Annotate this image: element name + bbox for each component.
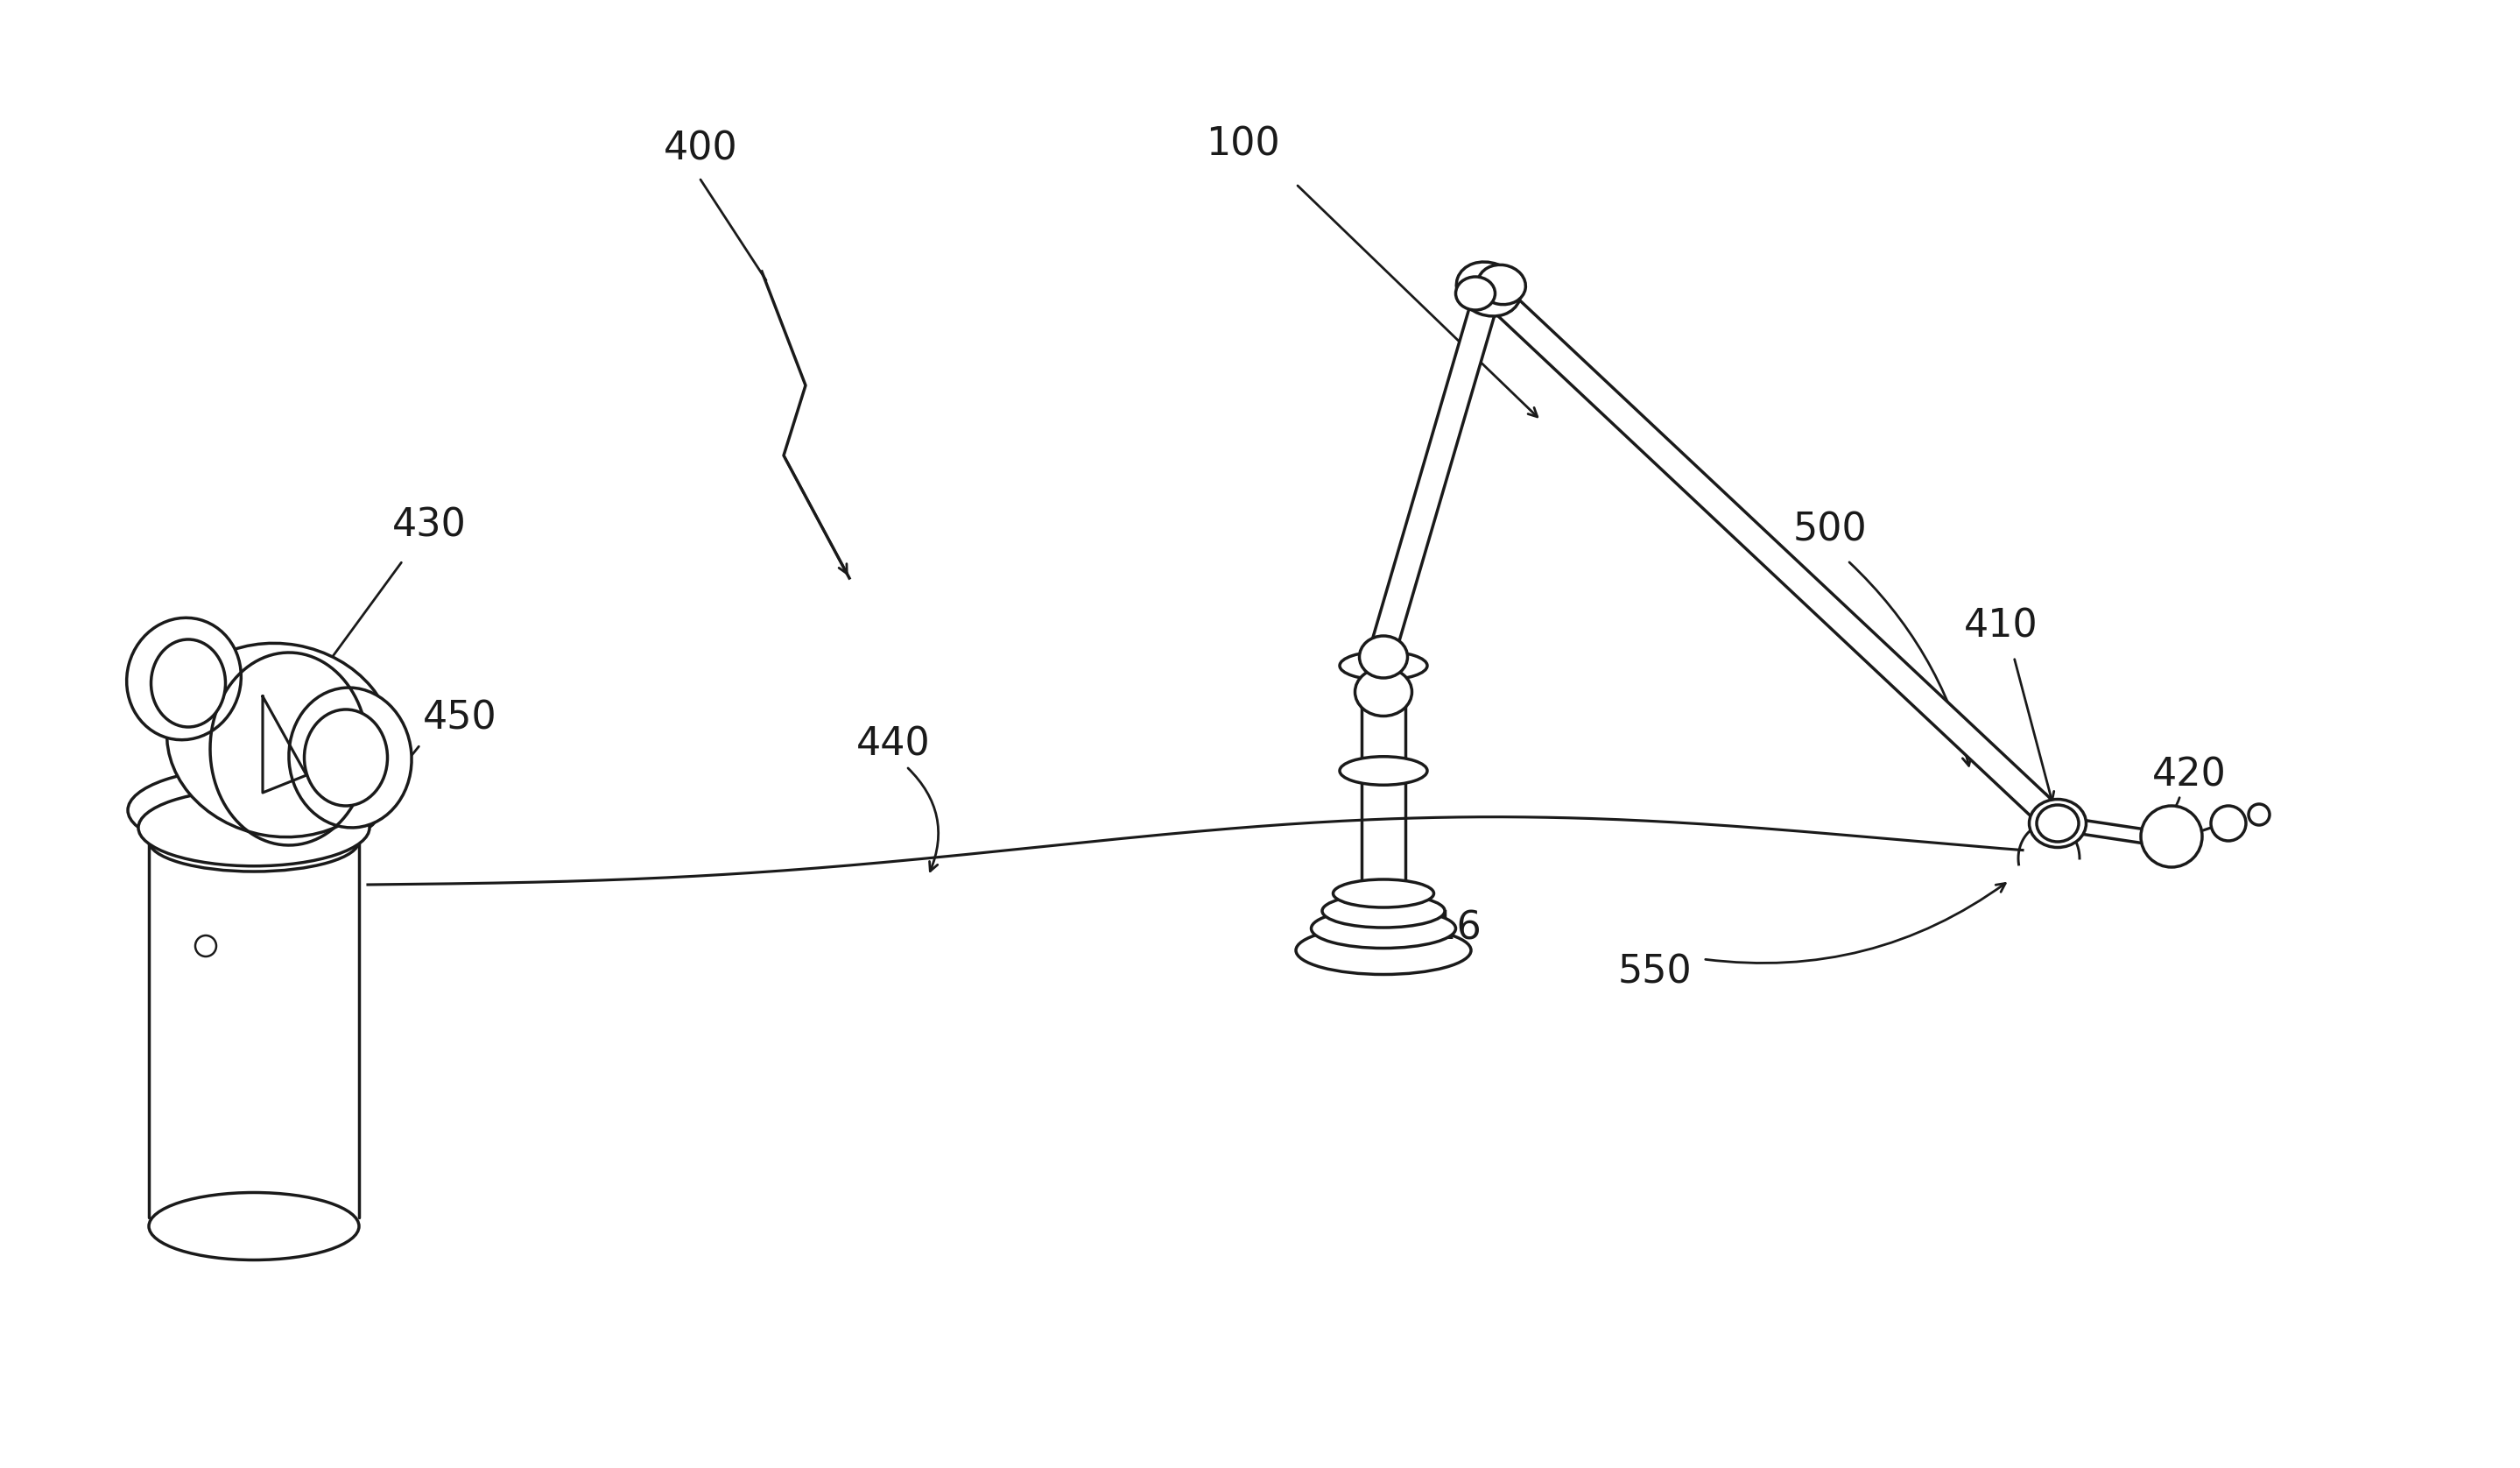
Polygon shape <box>2056 816 2147 844</box>
Ellipse shape <box>1457 261 1520 316</box>
Text: 440: 440 <box>857 725 930 763</box>
Ellipse shape <box>1356 668 1411 716</box>
Text: 420: 420 <box>2152 756 2225 794</box>
Text: 500: 500 <box>1792 511 1867 549</box>
Ellipse shape <box>166 643 393 837</box>
Ellipse shape <box>290 687 411 828</box>
Circle shape <box>2248 804 2271 825</box>
Ellipse shape <box>2036 804 2079 841</box>
Ellipse shape <box>1477 264 1525 304</box>
Ellipse shape <box>151 640 224 727</box>
Text: 116: 116 <box>1409 910 1482 947</box>
Ellipse shape <box>1323 894 1444 928</box>
Ellipse shape <box>305 709 388 806</box>
Ellipse shape <box>1358 636 1409 678</box>
Circle shape <box>2210 806 2245 841</box>
Ellipse shape <box>2029 799 2087 847</box>
Ellipse shape <box>1310 909 1457 948</box>
Ellipse shape <box>1341 652 1426 680</box>
Ellipse shape <box>1333 879 1434 907</box>
Text: 100: 100 <box>1207 126 1280 163</box>
Polygon shape <box>1371 285 1502 652</box>
Text: 430: 430 <box>393 506 466 545</box>
Ellipse shape <box>129 768 381 853</box>
Ellipse shape <box>1457 277 1494 310</box>
Ellipse shape <box>149 810 358 872</box>
Ellipse shape <box>1295 926 1472 975</box>
Circle shape <box>2142 806 2202 868</box>
Text: 550: 550 <box>1618 953 1691 991</box>
Polygon shape <box>1479 279 2066 832</box>
Ellipse shape <box>139 790 370 866</box>
Ellipse shape <box>1341 756 1426 785</box>
Text: 410: 410 <box>1963 608 2039 644</box>
Text: 400: 400 <box>663 131 738 167</box>
Text: 450: 450 <box>423 699 496 737</box>
Ellipse shape <box>149 1192 358 1260</box>
Ellipse shape <box>126 618 242 740</box>
